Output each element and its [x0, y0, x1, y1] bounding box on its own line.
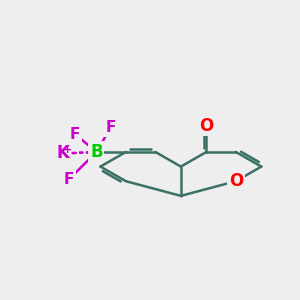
Text: F: F — [64, 172, 74, 187]
Text: +: + — [63, 145, 73, 154]
Text: B: B — [90, 143, 103, 161]
Text: F: F — [70, 127, 80, 142]
Text: F: F — [105, 120, 116, 135]
Text: O: O — [199, 117, 214, 135]
Text: K: K — [56, 144, 69, 162]
Text: O: O — [229, 172, 243, 190]
